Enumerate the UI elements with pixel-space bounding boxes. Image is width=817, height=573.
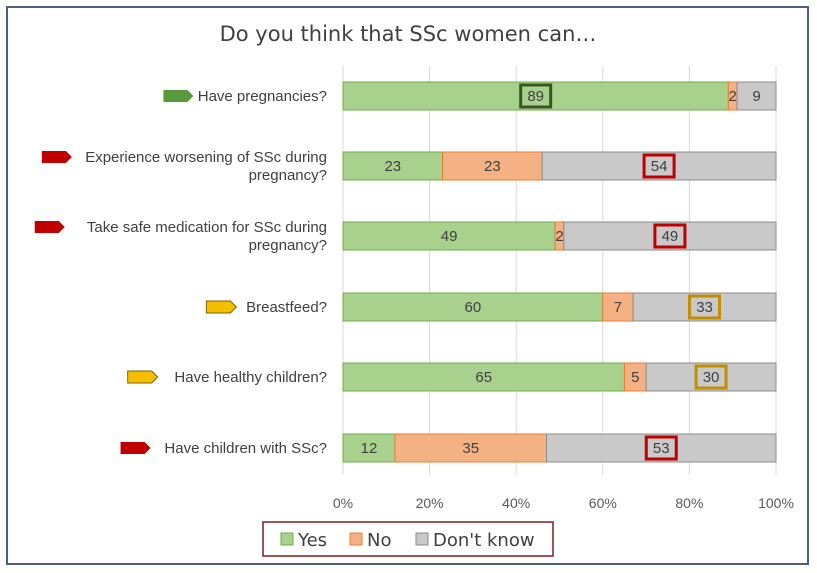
bar-segment <box>632 292 777 322</box>
bar-segment <box>546 433 777 463</box>
data-label: 9 <box>752 88 760 105</box>
category-label: Have healthy children? <box>174 369 327 386</box>
highlight-box <box>653 223 687 249</box>
data-label: 49 <box>441 228 458 245</box>
data-label: 12 <box>361 440 378 457</box>
bar-segment <box>563 221 777 251</box>
bar-segment <box>541 151 777 181</box>
green-arrow-icon <box>163 90 194 102</box>
data-label: 5 <box>631 369 639 386</box>
bar-segment <box>342 292 604 322</box>
x-tick-label: 60% <box>589 495 617 511</box>
highlight-box <box>688 294 722 320</box>
x-tick-label: 40% <box>502 495 530 511</box>
data-label: 53 <box>653 440 670 457</box>
red-arrow-icon <box>120 442 151 454</box>
category-label: Experience worsening of SSc during <box>85 149 327 166</box>
x-axis-ticks: 0% 20% 40% 60% 80% 100% <box>333 495 794 511</box>
data-label: 23 <box>484 158 501 175</box>
category-label: Have children with SSc? <box>164 440 327 457</box>
category-labels: Have pregnancies? Experience worsening of… <box>34 88 327 457</box>
bar-segment <box>442 151 543 181</box>
legend-swatch <box>349 532 363 546</box>
x-tick-label: 80% <box>675 495 703 511</box>
category-label: Breastfeed? <box>246 299 327 316</box>
bar-segment <box>342 433 396 463</box>
data-label: 2 <box>729 88 737 105</box>
bar-segment <box>736 81 777 111</box>
legend-box <box>262 521 554 557</box>
bar-segment <box>645 362 777 392</box>
bar-segment <box>342 362 625 392</box>
category-label: pregnancy? <box>249 237 327 254</box>
legend-swatch <box>280 532 294 546</box>
category-label: pregnancy? <box>249 167 327 184</box>
bar-segment <box>602 292 634 322</box>
legend-swatch <box>415 532 429 546</box>
highlight-box <box>642 153 676 179</box>
yellow-arrow-icon <box>205 300 238 314</box>
x-tick-label: 20% <box>416 495 444 511</box>
data-label: 33 <box>696 299 713 316</box>
category-label: Take safe medication for SSc during <box>87 219 327 236</box>
bar-segment <box>394 433 548 463</box>
highlight-box <box>519 83 553 109</box>
data-label: 23 <box>384 158 401 175</box>
legend-label: No <box>367 530 391 551</box>
data-label: 7 <box>614 299 622 316</box>
x-tick-label: 0% <box>333 495 353 511</box>
highlight-box <box>694 364 728 390</box>
data-label: 54 <box>651 158 668 175</box>
data-label: 49 <box>662 228 679 245</box>
bar-segment <box>342 221 556 251</box>
data-label: 35 <box>462 440 479 457</box>
red-arrow-icon <box>41 151 72 163</box>
category-label: Have pregnancies? <box>198 88 327 105</box>
x-tick-label: 100% <box>758 495 794 511</box>
data-label: 60 <box>465 299 482 316</box>
chart-title: Do you think that SSc women can… <box>220 22 597 46</box>
legend-label: Don't know <box>433 530 535 551</box>
gridlines <box>342 66 777 475</box>
legend-label: Yes <box>297 530 327 551</box>
data-label: 89 <box>527 88 544 105</box>
highlight-box <box>644 435 678 461</box>
legend: Yes No Don't know <box>262 521 554 557</box>
data-label: 65 <box>475 369 492 386</box>
yellow-arrow-icon <box>127 370 159 384</box>
data-label: 2 <box>555 228 563 245</box>
bar-segment <box>342 151 444 181</box>
red-arrow-icon <box>34 221 65 233</box>
data-label: 30 <box>703 369 720 386</box>
